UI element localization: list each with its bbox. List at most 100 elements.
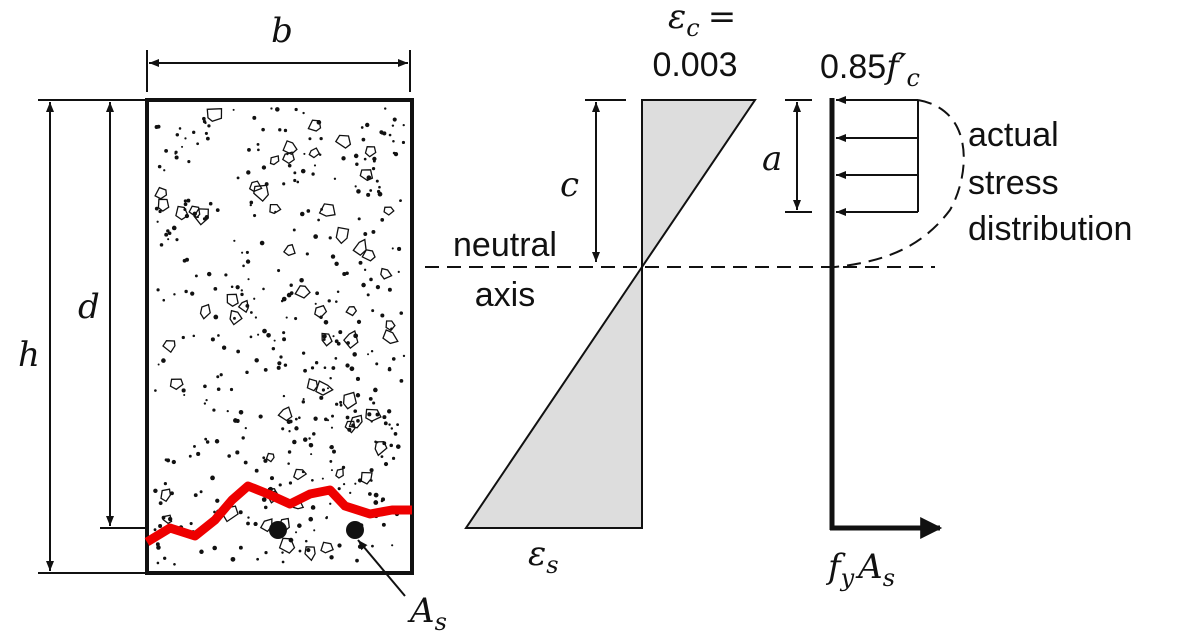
aggregate-dot	[332, 449, 336, 454]
aggregate-dot	[306, 209, 311, 213]
aggregate-dot	[326, 387, 329, 390]
aggregate-dot	[266, 333, 271, 338]
label-d: d	[78, 287, 100, 327]
aggregate-dot	[193, 493, 198, 498]
aggregate-dot	[334, 339, 339, 344]
aggregate-dot	[173, 293, 176, 296]
aggregate-dot	[387, 409, 392, 414]
aggregate-dot	[183, 199, 187, 203]
aggregate-dot	[367, 412, 372, 417]
aggregate-dot	[329, 444, 334, 450]
aggregate-dot	[221, 345, 227, 350]
aggregate-dot	[170, 491, 174, 496]
aggregate-dot	[330, 254, 336, 259]
aggregate-dot	[244, 427, 247, 430]
aggregate-dot	[285, 316, 288, 319]
aggregate-dot	[289, 283, 293, 287]
aggregate-dot	[314, 302, 317, 305]
aggregate-stone	[361, 249, 376, 262]
aggregate-dot	[153, 528, 157, 532]
subscript: s	[546, 551, 558, 579]
aggregate-stone	[334, 134, 352, 149]
aggregate-dot	[334, 357, 338, 360]
aggregate-dot	[183, 393, 186, 396]
aggregate-dot	[355, 376, 361, 381]
aggregate-dot	[308, 516, 314, 522]
aggregate-dot	[361, 282, 366, 288]
aggregate-dot	[300, 211, 305, 217]
aggregate-dot	[349, 491, 352, 495]
aggregate-dot	[252, 115, 257, 120]
aggregate-dot	[312, 432, 316, 436]
aggregate-dot	[246, 521, 250, 526]
aggregate-dot	[310, 453, 313, 456]
aggregate-stone	[335, 226, 350, 245]
rebar	[269, 521, 287, 539]
aggregate-dot	[378, 185, 381, 189]
aggregate-dot	[184, 289, 188, 294]
aggregate-dot	[205, 440, 210, 444]
aggregate-stone	[162, 514, 173, 525]
aggregate-dot	[278, 128, 282, 132]
aggregate-dot	[368, 492, 372, 496]
aggregate-dot	[194, 274, 198, 278]
aggregate-dot	[353, 153, 359, 159]
aggregate-dot	[273, 339, 276, 342]
aggregate-dot	[366, 192, 371, 197]
aggregate-dot	[294, 426, 299, 431]
aggregate-dot	[238, 410, 244, 415]
aggregate-dot	[184, 137, 187, 140]
aggregate-dot	[226, 409, 229, 413]
aggregate-stone	[293, 468, 308, 481]
aggregate-dot	[171, 225, 177, 231]
aggregate-dot	[259, 240, 265, 246]
aggregate-dot	[342, 483, 346, 486]
aggregate-dot	[373, 387, 378, 393]
aggregate-dot	[314, 361, 319, 365]
aggregate-dot	[396, 423, 399, 427]
aggregate-dot	[263, 458, 268, 463]
symbol: ε	[668, 0, 686, 37]
aggregate-dot	[178, 127, 182, 130]
aggregate-dot	[227, 454, 231, 458]
aggregate-stone	[160, 488, 172, 503]
aggregate-stone	[154, 186, 168, 200]
aggregate-stone	[365, 408, 382, 422]
aggregate-stone	[360, 471, 373, 485]
aggregate-dot	[329, 460, 333, 463]
aggregate-dot	[204, 437, 208, 441]
aggregate-dot	[279, 355, 283, 359]
aggregate-dot	[203, 384, 207, 389]
aggregate-dot	[336, 290, 340, 294]
aggregate-dot	[247, 516, 250, 519]
label-h: h	[18, 335, 40, 375]
aggregate-stone	[380, 267, 393, 280]
aggregate-dot	[397, 270, 400, 273]
strain-value: 0.003	[652, 46, 737, 84]
aggregate-dot	[349, 366, 355, 372]
aggregate-dot	[391, 124, 395, 127]
aggregate-dot	[331, 414, 334, 418]
aggregate-dot	[189, 521, 193, 526]
aggregate-dot	[354, 185, 357, 188]
aggregate-dot	[391, 357, 396, 361]
aggregate-dot	[240, 289, 244, 292]
aggregate-dot	[361, 137, 366, 142]
aggregate-dot	[313, 234, 318, 239]
aggregate-dot	[372, 401, 376, 405]
aggregate-dot	[323, 366, 327, 370]
aggregate-dot	[205, 136, 210, 141]
aggregate-texture	[153, 107, 406, 566]
aggregate-dot	[302, 398, 305, 401]
aggregate-dot	[253, 297, 256, 300]
aggregate-dot	[323, 320, 329, 325]
aggregate-dot	[204, 131, 208, 135]
aggregate-dot	[217, 334, 220, 337]
aggregate-dot	[337, 487, 341, 491]
aggregate-dot	[311, 478, 314, 482]
aggregate-dot	[371, 167, 376, 171]
aggregate-dot	[292, 439, 297, 445]
aggregate-dot	[238, 510, 243, 515]
aggregate-dot	[163, 482, 167, 486]
